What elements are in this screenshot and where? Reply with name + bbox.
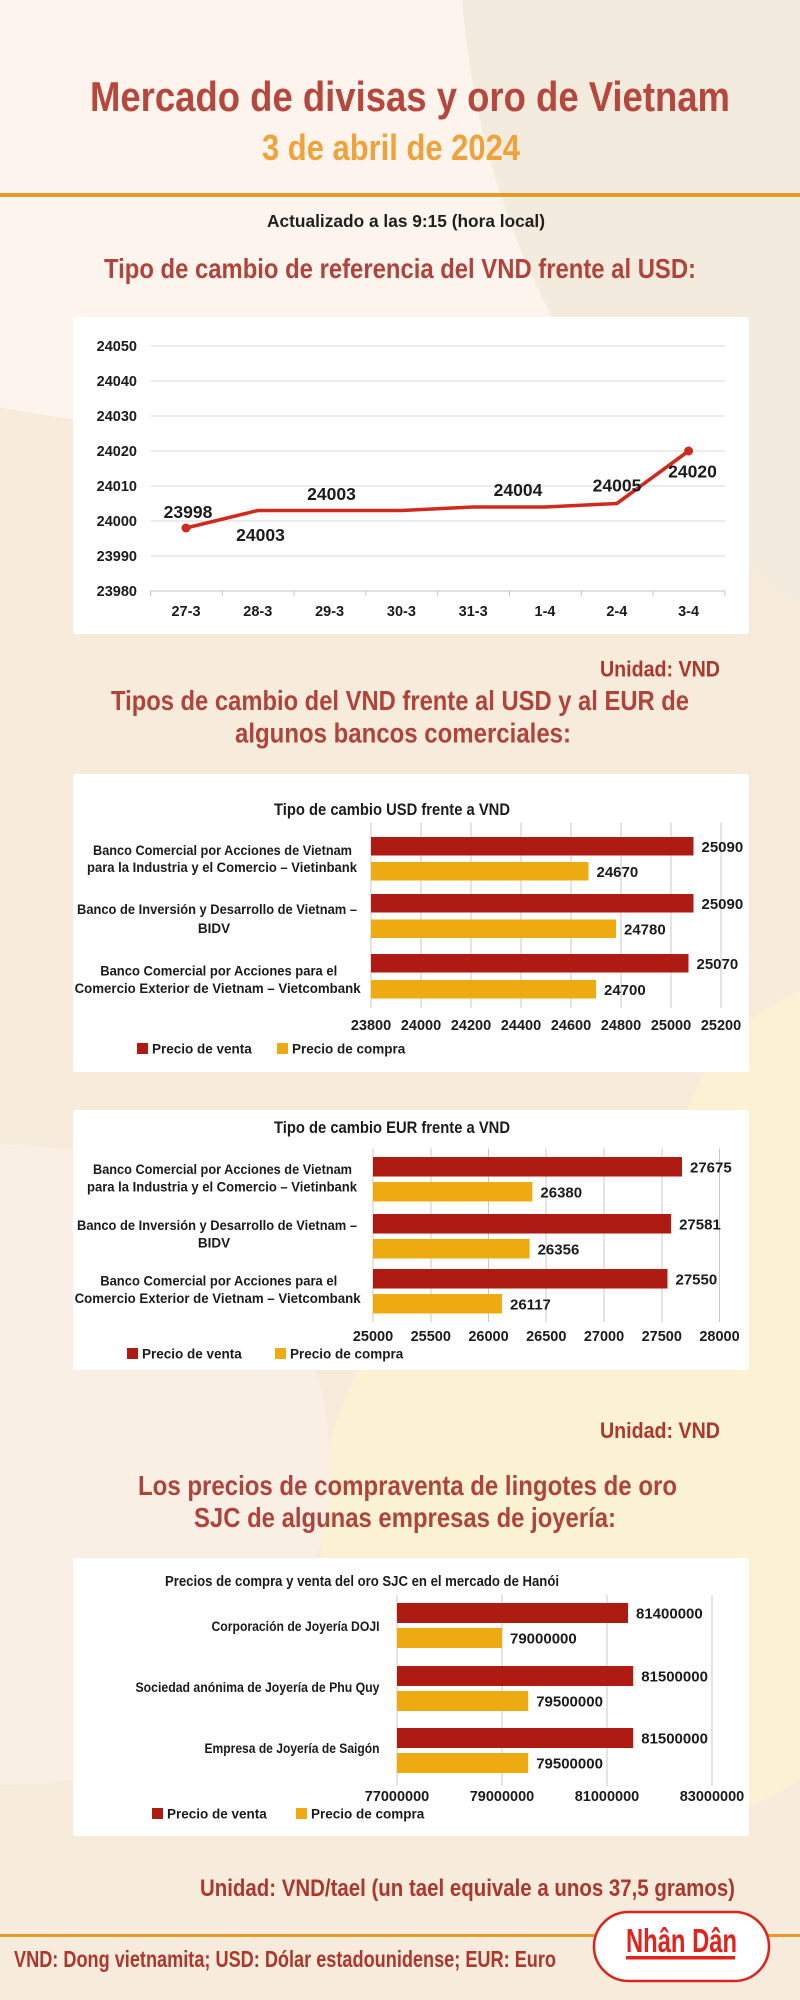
svg-text:Tipos de cambio del VND frente: Tipos de cambio del VND frente al USD y … (111, 685, 689, 716)
svg-text:3 de abril de 2024: 3 de abril de 2024 (262, 127, 520, 168)
svg-text:24005: 24005 (593, 476, 642, 496)
svg-text:28-3: 28-3 (243, 604, 272, 620)
svg-text:83000000: 83000000 (680, 1789, 745, 1805)
svg-text:26380: 26380 (540, 1184, 582, 1201)
svg-text:77000000: 77000000 (365, 1789, 430, 1805)
svg-text:2-4: 2-4 (606, 604, 627, 620)
svg-text:25200: 25200 (701, 1018, 741, 1034)
svg-text:23980: 23980 (97, 584, 137, 600)
svg-text:27000: 27000 (584, 1329, 624, 1345)
svg-text:Empresa de Joyería de Saigón: Empresa de Joyería de Saigón (205, 1741, 380, 1756)
svg-text:Precio de venta: Precio de venta (167, 1807, 267, 1822)
svg-text:Sociedad anónima de Joyería de: Sociedad anónima de Joyería de Phu Quy (136, 1680, 380, 1695)
svg-text:24000: 24000 (97, 514, 137, 530)
svg-text:Banco de Inversión y Desarroll: Banco de Inversión y Desarrollo de Vietn… (77, 902, 357, 917)
svg-text:81500000: 81500000 (641, 1731, 708, 1748)
svg-text:Tipo de cambio EUR frente a VN: Tipo de cambio EUR frente a VND (274, 1118, 510, 1137)
svg-text:26500: 26500 (526, 1329, 566, 1345)
svg-text:25090: 25090 (702, 896, 744, 913)
svg-text:27-3: 27-3 (171, 604, 200, 620)
svg-text:Banco Comercial por Acciones p: Banco Comercial por Acciones para el (100, 964, 337, 979)
svg-text:24003: 24003 (307, 484, 356, 504)
svg-text:23800: 23800 (351, 1018, 391, 1034)
svg-text:algunos bancos comerciales:: algunos bancos comerciales: (235, 718, 571, 749)
svg-text:26356: 26356 (538, 1241, 580, 1258)
svg-text:Corporación de Joyería DOJI: Corporación de Joyería DOJI (212, 1619, 380, 1634)
svg-text:79000000: 79000000 (510, 1631, 577, 1648)
svg-text:79000000: 79000000 (470, 1789, 535, 1805)
svg-text:27675: 27675 (690, 1159, 732, 1176)
svg-text:25500: 25500 (411, 1329, 451, 1345)
svg-text:25000: 25000 (353, 1329, 393, 1345)
svg-text:VND: Dong vietnamita; USD: Dól: VND: Dong vietnamita; USD: Dólar estadou… (14, 1946, 556, 1972)
svg-text:24600: 24600 (551, 1018, 591, 1034)
svg-text:24670: 24670 (597, 864, 639, 881)
svg-text:Unidad: VND/tael (un tael equi: Unidad: VND/tael (un tael equivale a uno… (200, 1875, 735, 1902)
svg-text:81000000: 81000000 (575, 1789, 640, 1805)
svg-text:Actualizado a las 9:15 (hora l: Actualizado a las 9:15 (hora local) (267, 211, 545, 231)
svg-text:Banco de Inversión y Desarroll: Banco de Inversión y Desarrollo de Vietn… (77, 1218, 357, 1233)
svg-text:81400000: 81400000 (636, 1606, 703, 1623)
svg-text:Banco Comercial por Acciones d: Banco Comercial por Acciones de Vietnam (93, 843, 352, 858)
svg-text:Los precios de compraventa de: Los precios de compraventa de lingotes d… (138, 1470, 677, 1501)
svg-text:24020: 24020 (97, 444, 137, 460)
svg-text:23990: 23990 (97, 549, 137, 565)
svg-text:81500000: 81500000 (641, 1669, 708, 1686)
svg-text:24000: 24000 (401, 1018, 441, 1034)
svg-text:Tipo de cambio de referencia d: Tipo de cambio de referencia del VND fre… (104, 253, 696, 284)
svg-text:25070: 25070 (697, 956, 739, 973)
svg-text:Unidad: VND: Unidad: VND (600, 1418, 720, 1443)
svg-text:25000: 25000 (651, 1018, 691, 1034)
svg-text:Precio de venta: Precio de venta (142, 1347, 242, 1362)
svg-text:Precio de compra: Precio de compra (311, 1807, 425, 1822)
svg-text:27581: 27581 (679, 1216, 721, 1233)
svg-text:26000: 26000 (468, 1329, 508, 1345)
svg-text:24003: 24003 (236, 525, 285, 545)
svg-text:Precio de venta: Precio de venta (152, 1042, 252, 1057)
svg-text:24004: 24004 (494, 480, 543, 500)
svg-text:Precio de compra: Precio de compra (290, 1347, 404, 1362)
svg-text:25090: 25090 (702, 839, 744, 856)
svg-text:24700: 24700 (604, 982, 646, 999)
svg-text:Precio de compra: Precio de compra (292, 1042, 406, 1057)
svg-text:Nhân Dân: Nhân Dân (626, 1922, 737, 1959)
svg-text:24040: 24040 (97, 374, 137, 390)
svg-text:30-3: 30-3 (387, 604, 416, 620)
svg-text:Precios de compra y venta del: Precios de compra y venta del oro SJC en… (165, 1574, 559, 1590)
svg-text:79500000: 79500000 (536, 1756, 603, 1773)
svg-text:27500: 27500 (642, 1329, 682, 1345)
svg-text:Banco Comercial por Acciones p: Banco Comercial por Acciones para el (100, 1274, 337, 1289)
svg-text:29-3: 29-3 (315, 604, 344, 620)
svg-text:24030: 24030 (97, 409, 137, 425)
svg-text:79500000: 79500000 (536, 1694, 603, 1711)
svg-text:Comercio Exterior de Vietnam –: Comercio Exterior de Vietnam – Vietcomba… (75, 981, 361, 996)
svg-text:24050: 24050 (97, 339, 137, 355)
svg-text:Comercio Exterior de Vietnam –: Comercio Exterior de Vietnam – Vietcomba… (75, 1291, 361, 1306)
svg-text:24200: 24200 (451, 1018, 491, 1034)
svg-text:para la Industria y el Comerci: para la Industria y el Comercio – Vietin… (87, 1180, 357, 1195)
svg-text:28000: 28000 (699, 1329, 739, 1345)
svg-text:24780: 24780 (624, 921, 666, 938)
svg-text:23998: 23998 (164, 502, 213, 522)
svg-text:24010: 24010 (97, 479, 137, 495)
svg-text:3-4: 3-4 (678, 604, 699, 620)
svg-text:SJC de algunas empresas de joy: SJC de algunas empresas de joyería: (194, 1502, 616, 1533)
svg-text:para la Industria y el Comerci: para la Industria y el Comercio – Vietin… (87, 860, 357, 875)
svg-text:24400: 24400 (501, 1018, 541, 1034)
svg-text:26117: 26117 (510, 1296, 551, 1313)
svg-text:24800: 24800 (601, 1018, 641, 1034)
svg-text:Unidad: VND: Unidad: VND (600, 657, 720, 682)
svg-text:BIDV: BIDV (198, 921, 230, 936)
svg-text:27550: 27550 (676, 1271, 718, 1288)
svg-text:31-3: 31-3 (459, 604, 488, 620)
svg-text:1-4: 1-4 (535, 604, 556, 620)
svg-text:Tipo de cambio USD frente a VN: Tipo de cambio USD frente a VND (274, 800, 510, 819)
svg-text:24020: 24020 (668, 462, 717, 482)
svg-text:Banco Comercial por Acciones d: Banco Comercial por Acciones de Vietnam (93, 1162, 352, 1177)
svg-text:BIDV: BIDV (198, 1236, 230, 1251)
svg-text:Mercado de divisas y oro de Vi: Mercado de divisas y oro de Vietnam (90, 73, 730, 120)
